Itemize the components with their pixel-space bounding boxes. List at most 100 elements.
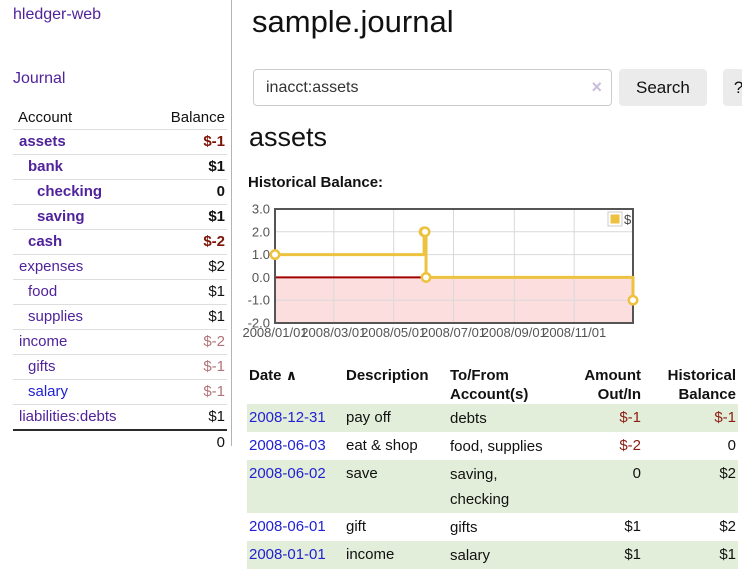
account-link-cash[interactable]: cash bbox=[28, 233, 63, 250]
x-tick-label: 2008/05/01 bbox=[361, 325, 426, 340]
transaction-balance: 0 bbox=[727, 437, 736, 454]
transaction-accounts: saving, checking bbox=[450, 466, 510, 508]
x-tick-label: 2008/09/01 bbox=[482, 325, 547, 340]
register-header-row: Date ∧ Description To/From Account(s) Amo… bbox=[247, 366, 738, 404]
data-point bbox=[627, 294, 639, 306]
transaction-description: income bbox=[346, 546, 395, 563]
account-link-liabilities-debts[interactable]: liabilities:debts bbox=[19, 408, 117, 425]
transaction-date-link[interactable]: 2008-06-03 bbox=[249, 437, 326, 454]
account-row: supplies $1 bbox=[13, 304, 227, 330]
register-row: 2008-12-31 pay off debts $-1 $-1 bbox=[247, 404, 738, 432]
register-header-date[interactable]: Date ∧ bbox=[249, 367, 298, 384]
account-balance: $1 bbox=[148, 204, 227, 230]
x-tick-label: 2008/03/01 bbox=[301, 325, 366, 340]
sidebar-divider bbox=[231, 0, 232, 446]
y-tick-label: -2.0 bbox=[248, 316, 270, 331]
transaction-balance: $1 bbox=[719, 546, 736, 563]
register-table-body: 2008-12-31 pay off debts $-1 $-1 2008-06-03 ea… bbox=[247, 404, 738, 569]
account-row: gifts $-1 bbox=[13, 354, 227, 380]
transaction-amount: $-1 bbox=[619, 409, 641, 426]
account-balance: $-2 bbox=[148, 329, 227, 355]
account-row: cash $-2 bbox=[13, 229, 227, 255]
account-balance: $1 bbox=[148, 279, 227, 305]
register-header-description: Description bbox=[346, 367, 429, 384]
account-balance: $2 bbox=[148, 254, 227, 280]
account-row: income $-2 bbox=[13, 329, 227, 355]
sidebar: hledger-web Journal Account Balance asse… bbox=[0, 0, 232, 582]
transaction-description: pay off bbox=[346, 409, 391, 426]
account-link-checking[interactable]: checking bbox=[37, 183, 103, 200]
x-tick-label: 2008/01/01 bbox=[242, 325, 307, 340]
transaction-description: save bbox=[346, 465, 378, 482]
transaction-amount: $1 bbox=[624, 546, 641, 563]
y-tick-label: -1.0 bbox=[248, 293, 270, 308]
sidebar-item-journal[interactable]: Journal bbox=[13, 70, 66, 87]
account-row: saving $1 bbox=[13, 204, 227, 230]
transaction-accounts: debts bbox=[450, 410, 487, 427]
register-header-balance: Historical Balance bbox=[667, 367, 736, 403]
account-link-bank[interactable]: bank bbox=[28, 158, 64, 175]
account-link-expenses[interactable]: expenses bbox=[19, 258, 84, 275]
account-balance: $1 bbox=[148, 404, 227, 430]
data-point bbox=[420, 271, 432, 283]
transaction-amount: $1 bbox=[624, 518, 641, 535]
accounts-header-balance: Balance bbox=[170, 109, 225, 126]
account-heading: assets bbox=[249, 122, 328, 152]
register-header-accounts: To/From Account(s) bbox=[450, 367, 529, 403]
main-content: sample.journal × Search ? assets Histori… bbox=[233, 0, 742, 582]
account-row: food $1 bbox=[13, 279, 227, 305]
account-balance: $1 bbox=[148, 154, 227, 180]
plot-border bbox=[274, 208, 634, 324]
y-tick-label: 3.0 bbox=[252, 202, 270, 217]
transaction-amount: $-2 bbox=[619, 437, 641, 454]
account-link-food[interactable]: food bbox=[28, 283, 58, 300]
data-point bbox=[419, 226, 431, 238]
data-point bbox=[269, 249, 281, 261]
transaction-balance: $2 bbox=[719, 518, 736, 535]
transaction-date-link[interactable]: 2008-06-01 bbox=[249, 518, 326, 535]
transaction-date-link[interactable]: 2008-06-02 bbox=[249, 465, 326, 482]
transaction-date-link[interactable]: 2008-01-01 bbox=[249, 546, 326, 563]
balance-chart: 3.0 2.0 1.0 0.0 -1.0 -2.0 2008/01/01 2008/03/01… bbox=[242, 202, 644, 340]
page-title: sample.journal bbox=[252, 4, 454, 39]
help-button[interactable]: ? bbox=[722, 69, 742, 106]
accounts-table-body: assets $-1 bank $1 checking 0 saving $1 cash $-2 e… bbox=[13, 129, 227, 455]
accounts-total-value: 0 bbox=[148, 429, 227, 455]
transaction-accounts: gifts bbox=[450, 519, 478, 536]
account-link-saving[interactable]: saving bbox=[37, 208, 85, 225]
account-balance: $-1 bbox=[148, 129, 227, 155]
register-header-amount: Amount Out/In bbox=[584, 367, 641, 403]
register-row: 2008-06-03 eat & shop food, supplies $-2 0 bbox=[247, 432, 738, 460]
account-row: salary $-1 bbox=[13, 379, 227, 405]
account-balance: $1 bbox=[148, 304, 227, 330]
account-link-salary[interactable]: salary bbox=[28, 383, 69, 400]
account-balance: $-1 bbox=[148, 354, 227, 380]
y-tick-label: 2.0 bbox=[252, 224, 270, 239]
search-button[interactable]: Search bbox=[619, 69, 707, 106]
register-row: 2008-01-01 income salary $1 $1 bbox=[247, 541, 738, 569]
accounts-header-account: Account bbox=[18, 109, 73, 126]
account-balance: $-1 bbox=[148, 379, 227, 405]
account-link-gifts[interactable]: gifts bbox=[28, 358, 56, 375]
x-tick-label: 2008/07/01 bbox=[421, 325, 486, 340]
search-form: × Search ? bbox=[253, 69, 742, 106]
transaction-date-link[interactable]: 2008-12-31 bbox=[249, 409, 326, 426]
transaction-amount: 0 bbox=[632, 465, 641, 482]
account-link-supplies[interactable]: supplies bbox=[28, 308, 84, 325]
brand-link[interactable]: hledger-web bbox=[13, 6, 102, 23]
transaction-description: gift bbox=[346, 518, 367, 535]
account-balance: $-2 bbox=[148, 229, 227, 255]
account-link-income[interactable]: income bbox=[19, 333, 68, 350]
accounts-table: Account Balance assets $-1 bank $1 checking 0… bbox=[13, 106, 227, 455]
transaction-balance: $-1 bbox=[714, 409, 736, 426]
legend-swatch bbox=[610, 214, 620, 224]
account-row: bank $1 bbox=[13, 154, 227, 180]
transaction-balance: $2 bbox=[719, 465, 736, 482]
y-tick-label: 0.0 bbox=[252, 270, 270, 285]
clear-search-icon[interactable]: × bbox=[591, 77, 602, 97]
transaction-description: eat & shop bbox=[346, 437, 418, 454]
account-link-assets[interactable]: assets bbox=[19, 133, 66, 150]
y-tick-label: 1.0 bbox=[252, 247, 270, 262]
account-row: assets $-1 bbox=[13, 129, 227, 155]
search-input[interactable] bbox=[253, 69, 612, 106]
